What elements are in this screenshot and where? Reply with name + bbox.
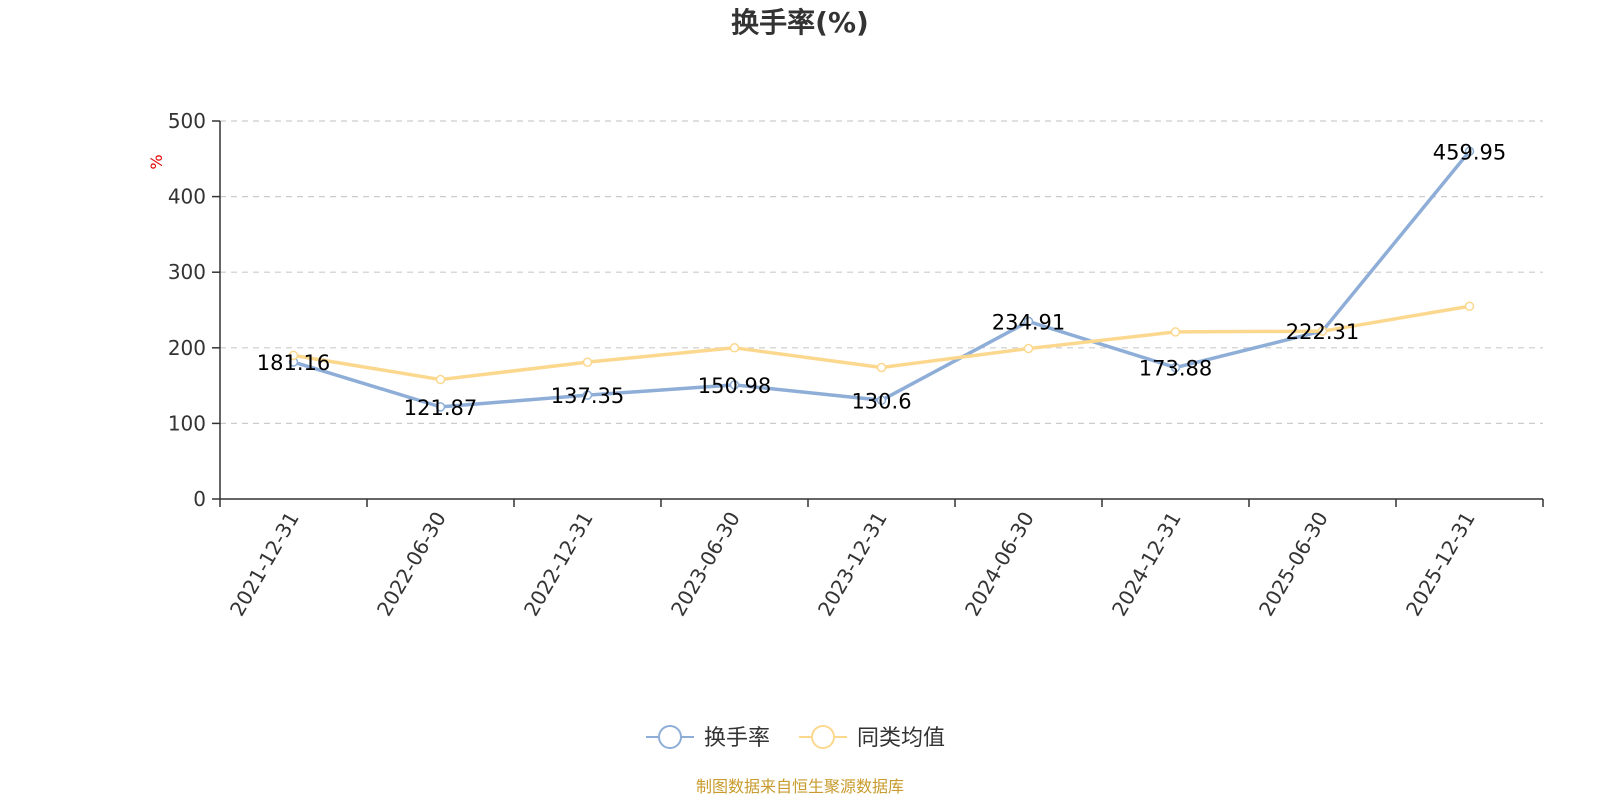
data-point <box>1023 316 1034 327</box>
y-axis-unit: % <box>147 154 166 169</box>
y-tick-label: 0 <box>193 487 206 511</box>
y-tick-label: 500 <box>168 109 206 133</box>
data-point <box>1464 301 1475 311</box>
x-tick-label: 2023-06-30 <box>666 508 745 621</box>
data-point <box>876 362 887 373</box>
x-tick-label: 2025-12-31 <box>1401 508 1480 621</box>
chart-title: 换手率(%) <box>731 6 869 39</box>
data-point <box>582 357 593 367</box>
data-label: 222.31 <box>1286 320 1359 344</box>
data-point <box>582 390 593 400</box>
legend-label-1: 同类均值 <box>857 726 945 751</box>
x-tick-label: 2021-12-31 <box>225 508 304 621</box>
data-point <box>1464 146 1475 157</box>
x-tick-label: 2022-12-31 <box>519 508 598 621</box>
y-tick-label: 200 <box>168 336 206 360</box>
x-tick-label: 2025-06-30 <box>1254 508 1333 621</box>
data-point <box>288 350 299 361</box>
data-label: 234.91 <box>992 310 1065 334</box>
data-point <box>876 395 887 406</box>
legend-label-0: 换手率 <box>704 726 770 751</box>
data-label: 459.95 <box>1433 140 1506 164</box>
data-point <box>435 374 446 385</box>
data-point <box>1023 343 1034 354</box>
grid-lines <box>220 120 1543 424</box>
data-point <box>1317 326 1328 336</box>
y-tick-label: 300 <box>168 260 206 284</box>
data-label: 150.98 <box>698 374 771 398</box>
x-tick-label: 2022-06-30 <box>372 508 451 621</box>
data-source-note: 制图数据来自恒生聚源数据库 <box>696 777 904 796</box>
data-labels: 181.16 121.87 137.35 150.98 130.6 234.91 173.8… <box>257 140 1506 420</box>
x-tick-label: 2024-06-30 <box>960 508 1039 621</box>
data-point <box>1170 327 1181 337</box>
series-layer <box>288 146 1475 412</box>
data-label: 137.35 <box>551 384 624 408</box>
data-point <box>1170 362 1181 373</box>
legend: 换手率 同类均值 <box>646 725 945 751</box>
data-label: 181.16 <box>257 351 330 375</box>
data-point <box>729 380 740 390</box>
data-label: 130.6 <box>851 389 911 413</box>
legend-marker-0 <box>658 725 682 749</box>
y-tick-label: 400 <box>168 185 206 209</box>
x-tick-label: 2023-12-31 <box>813 508 892 621</box>
data-label: 121.87 <box>404 396 477 420</box>
data-point <box>729 343 740 353</box>
y-tick-label: 100 <box>168 411 206 435</box>
data-point <box>435 402 446 412</box>
data-label: 173.88 <box>1139 357 1212 381</box>
x-tick-label: 2024-12-31 <box>1107 508 1186 621</box>
legend-marker-1 <box>811 725 835 749</box>
